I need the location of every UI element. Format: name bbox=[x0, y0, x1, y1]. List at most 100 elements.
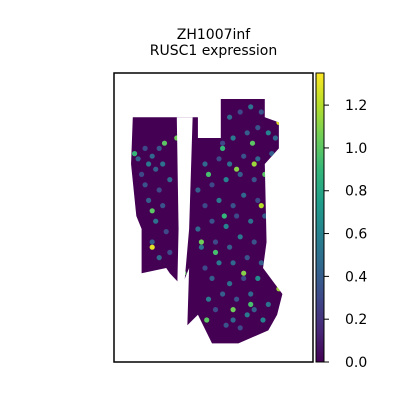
expression-spot bbox=[153, 166, 159, 172]
expression-spot bbox=[248, 291, 254, 297]
expression-spot bbox=[251, 177, 257, 183]
colorbar-tick-label: 0.2 bbox=[345, 312, 367, 328]
expression-spot bbox=[135, 156, 141, 162]
colorbar-tick-label: 0.6 bbox=[345, 227, 367, 243]
colorbar-frame bbox=[315, 72, 325, 363]
expression-spot bbox=[241, 275, 247, 281]
expression-spot bbox=[132, 151, 138, 157]
expression-spot bbox=[227, 281, 233, 287]
expression-spot bbox=[227, 244, 233, 250]
expression-spot bbox=[223, 177, 229, 183]
expression-spot bbox=[272, 135, 278, 141]
expression-spot bbox=[204, 317, 210, 323]
chart-title-line-2: RUSC1 expression bbox=[149, 43, 278, 59]
expression-spot bbox=[251, 239, 257, 245]
expression-spot bbox=[163, 229, 169, 235]
expression-spot bbox=[216, 156, 222, 162]
expression-spot bbox=[258, 203, 264, 209]
expression-spot bbox=[202, 203, 208, 209]
expression-spot bbox=[212, 249, 219, 255]
expression-spot bbox=[248, 218, 254, 224]
expression-spot bbox=[262, 213, 268, 219]
tissue-section-spots bbox=[131, 99, 283, 344]
expression-spot bbox=[209, 218, 215, 224]
expression-spot bbox=[269, 197, 275, 203]
expression-spot bbox=[227, 114, 233, 120]
expression-spot bbox=[167, 249, 173, 255]
expression-spot bbox=[205, 296, 212, 302]
expression-spot bbox=[198, 239, 204, 245]
expression-spot bbox=[195, 226, 201, 232]
expression-spot bbox=[258, 109, 264, 115]
expression-spot bbox=[142, 145, 148, 151]
expression-spot bbox=[237, 171, 243, 177]
expression-spot bbox=[267, 234, 273, 240]
expression-spot bbox=[161, 140, 168, 146]
expression-spot bbox=[234, 166, 240, 172]
expression-spot bbox=[241, 270, 247, 276]
expression-spot bbox=[223, 322, 229, 328]
expression-spot bbox=[230, 317, 236, 323]
expression-spot bbox=[237, 325, 243, 331]
expression-spot bbox=[209, 275, 215, 281]
expression-spot bbox=[149, 239, 155, 245]
colorbar-tick-label: 1.2 bbox=[345, 98, 367, 114]
expression-spot bbox=[265, 130, 271, 136]
expression-spot bbox=[255, 125, 261, 131]
expression-spot bbox=[156, 255, 162, 261]
expression-spot bbox=[156, 187, 162, 193]
expression-spot bbox=[220, 140, 226, 146]
expression-spot bbox=[220, 145, 226, 151]
expression-spot bbox=[212, 239, 219, 245]
expression-spot bbox=[212, 307, 219, 313]
expression-spot bbox=[251, 161, 257, 167]
expression-spot bbox=[160, 161, 166, 167]
expression-spot bbox=[276, 119, 282, 125]
expression-spot bbox=[205, 171, 212, 177]
expression-spot bbox=[234, 296, 240, 302]
expression-spot bbox=[160, 203, 166, 209]
expression-spot bbox=[216, 197, 222, 203]
expression-spot bbox=[249, 140, 256, 146]
colorbar-gradient-bar bbox=[316, 73, 324, 362]
expression-spot bbox=[251, 307, 257, 313]
expression-spot bbox=[223, 223, 229, 229]
expression-spot bbox=[167, 177, 173, 183]
expression-spot bbox=[149, 153, 155, 159]
expression-spot bbox=[258, 260, 264, 266]
expression-spot bbox=[276, 286, 282, 292]
expression-spot bbox=[230, 135, 236, 141]
expression-spot bbox=[193, 327, 199, 333]
expression-spot bbox=[248, 301, 254, 307]
colorbar: 0.0 0.2 0.4 0.6 0.8 1.0 1.2 bbox=[315, 72, 367, 371]
expression-spot bbox=[146, 197, 152, 203]
expression-spot bbox=[142, 182, 148, 188]
tissue-gap bbox=[176, 117, 193, 310]
expression-spot bbox=[195, 187, 201, 193]
expression-spot bbox=[230, 260, 236, 266]
expression-spot bbox=[146, 161, 152, 167]
expression-spot bbox=[241, 192, 247, 198]
colorbar-tick-label: 0.8 bbox=[345, 184, 367, 200]
expression-spot bbox=[220, 291, 226, 297]
expression-spot bbox=[153, 218, 159, 224]
expression-spot bbox=[255, 156, 261, 162]
expression-spot bbox=[237, 109, 243, 115]
expression-spot bbox=[230, 203, 236, 209]
expression-spot bbox=[269, 104, 275, 110]
expression-spot bbox=[255, 275, 261, 281]
colorbar-tick-label: 0.0 bbox=[345, 355, 367, 371]
expression-spot bbox=[149, 244, 155, 250]
expression-spot bbox=[248, 104, 254, 110]
chart-title-line-1: ZH1007inf bbox=[176, 27, 251, 43]
expression-spot bbox=[221, 213, 227, 219]
colorbar-tick-label: 0.4 bbox=[345, 269, 367, 285]
expression-spot bbox=[216, 260, 222, 266]
expression-spot bbox=[260, 317, 266, 323]
expression-spot bbox=[227, 161, 233, 167]
expression-spot bbox=[269, 151, 275, 157]
expression-spot bbox=[244, 130, 250, 136]
expression-spot bbox=[184, 338, 190, 344]
